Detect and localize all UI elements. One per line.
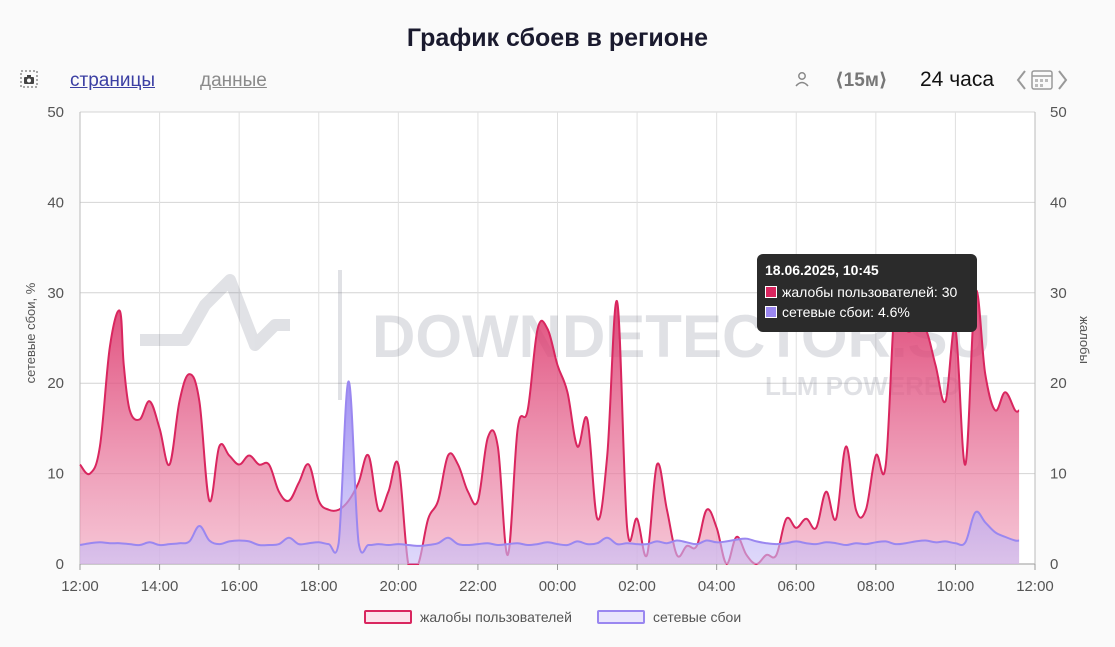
range-label[interactable]: 24 часа [920,68,994,91]
y-tick-label-left: 40 [47,194,64,211]
x-tick-label: 16:00 [220,578,258,595]
x-tick-label: 12:00 [61,578,99,595]
area-complaints [80,286,1020,564]
y-tick-label-right: 30 [1050,285,1067,302]
person-icon[interactable] [793,70,811,88]
y-axis-title-left: сетевые сбои, % [23,282,38,383]
legend: жалобы пользователей сетевые сбои [0,609,1115,631]
tooltip-row-outages: сетевые сбои: 4.6% [765,304,969,320]
next-arrow-icon[interactable] [1058,70,1068,90]
x-tick-label: 04:00 [698,578,736,595]
chart-title: График сбоев в регионе [406,24,709,52]
tooltip-row-complaints: жалобы пользователей: 30 [765,284,969,300]
calendar-icon[interactable] [1031,70,1053,90]
tooltip: 18.06.2025, 10:45 жалобы пользователей: … [757,254,977,332]
x-tick-label: 08:00 [857,578,895,595]
outages-swatch [765,306,777,318]
area-outages [80,381,1020,564]
prev-arrow-icon[interactable] [1016,70,1026,90]
legend-item-outages[interactable]: сетевые сбои [597,609,741,625]
x-tick-label: 00:00 [539,578,577,595]
x-tick-label: 22:00 [459,578,497,595]
tooltip-outages: сетевые сбои: 4.6% [782,304,910,320]
x-tick-label: 14:00 [141,578,179,595]
date-nav [1016,70,1068,90]
legend-label-complaints: жалобы пользователей [420,609,572,625]
x-tick-label: 20:00 [380,578,418,595]
x-tick-label: 10:00 [937,578,975,595]
y-tick-label-right: 0 [1050,556,1058,573]
y-tick-label-right: 40 [1050,194,1067,211]
tooltip-complaints: жалобы пользователей: 30 [782,284,958,300]
interval-selector[interactable]: ⟨15м⟩ [835,70,888,91]
legend-item-complaints[interactable]: жалобы пользователей [364,609,572,625]
x-tick-label: 12:00 [1016,578,1054,595]
y-axis-title-right: жалобы [1077,316,1092,364]
data-link[interactable]: данные [200,70,267,91]
tooltip-title: 18.06.2025, 10:45 [765,262,879,278]
toolbar: страницы данные ⟨15м⟩ 24 часа [0,64,1115,96]
pages-link[interactable]: страницы [70,70,155,91]
y-tick-label-right: 10 [1050,466,1067,483]
legend-label-outages: сетевые сбои [653,609,742,625]
y-tick-label-right: 50 [1050,104,1067,121]
y-tick-label-left: 30 [47,285,64,302]
line-complaints [79,285,1020,566]
x-tick-label: 02:00 [618,578,656,595]
x-tick-label: 06:00 [777,578,815,595]
y-tick-label-left: 20 [47,375,64,392]
y-tick-label-left: 10 [47,466,64,483]
line-outages [79,380,1020,554]
legend-swatch-outages [597,610,645,624]
complaints-swatch [765,286,777,298]
y-tick-label-right: 20 [1050,375,1067,392]
y-tick-label-left: 0 [56,556,64,573]
x-tick-label: 18:00 [300,578,338,595]
legend-swatch-complaints [364,610,412,624]
y-tick-label-left: 50 [47,104,64,121]
camera-icon[interactable] [20,70,38,88]
